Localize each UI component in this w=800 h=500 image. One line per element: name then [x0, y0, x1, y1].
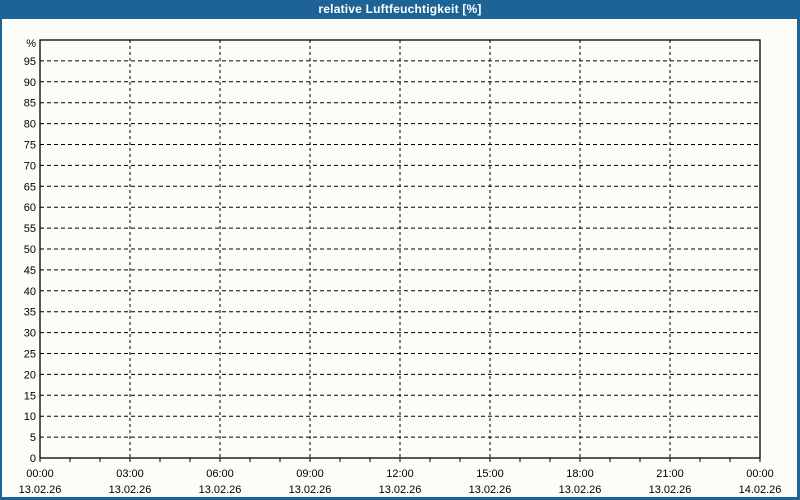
y-unit-label: %	[26, 38, 36, 50]
y-tick-label: 50	[24, 244, 36, 256]
x-time-label: 21:00	[656, 468, 684, 480]
y-tick-label: 10	[24, 411, 36, 423]
x-date-label: 13.02.26	[649, 484, 692, 496]
x-time-label: 09:00	[296, 468, 324, 480]
x-date-label: 14.02.26	[739, 484, 782, 496]
y-tick-label: 45	[24, 265, 36, 277]
y-tick-label: 55	[24, 223, 36, 235]
y-tick-label: 85	[24, 98, 36, 110]
y-tick-label: 80	[24, 119, 36, 131]
x-time-label: 03:00	[116, 468, 144, 480]
y-tick-label: 95	[24, 56, 36, 68]
x-date-label: 13.02.26	[469, 484, 512, 496]
y-tick-label: 20	[24, 369, 36, 381]
x-date-label: 13.02.26	[379, 484, 422, 496]
x-time-label: 18:00	[566, 468, 594, 480]
x-date-label: 13.02.26	[199, 484, 242, 496]
x-date-label: 13.02.26	[19, 484, 62, 496]
y-tick-label: 5	[30, 432, 36, 444]
chart-title: relative Luftfeuchtigkeit [%]	[318, 2, 482, 16]
plot-border	[39, 39, 761, 459]
y-tick-label: 75	[24, 140, 36, 152]
chart-title-bar: relative Luftfeuchtigkeit [%]	[0, 0, 800, 19]
y-tick-label: 60	[24, 202, 36, 214]
x-time-label: 15:00	[476, 468, 504, 480]
y-tick-label: 25	[24, 349, 36, 361]
x-time-label: 00:00	[746, 468, 774, 480]
y-tick-label: 90	[24, 77, 36, 89]
x-time-label: 00:00	[26, 468, 54, 480]
x-time-label: 06:00	[206, 468, 234, 480]
x-date-label: 13.02.26	[559, 484, 602, 496]
x-time-label: 12:00	[386, 468, 414, 480]
y-tick-label: 15	[24, 390, 36, 402]
y-tick-label: 35	[24, 307, 36, 319]
y-tick-label: 70	[24, 160, 36, 172]
x-date-label: 13.02.26	[109, 484, 152, 496]
y-tick-label: 0	[30, 453, 36, 465]
y-tick-label: 65	[24, 181, 36, 193]
y-tick-label: 30	[24, 328, 36, 340]
y-tick-label: 40	[24, 286, 36, 298]
x-date-label: 13.02.26	[289, 484, 332, 496]
